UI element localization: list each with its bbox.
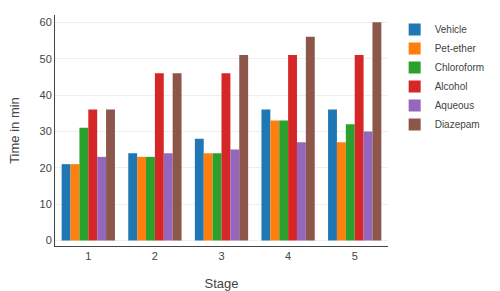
- svg-text:30: 30: [40, 125, 52, 137]
- svg-text:2: 2: [152, 250, 158, 262]
- svg-text:10: 10: [40, 198, 52, 210]
- svg-text:Time in min: Time in min: [7, 97, 22, 164]
- svg-text:Chloroform: Chloroform: [435, 62, 484, 73]
- svg-text:60: 60: [40, 16, 52, 28]
- svg-text:3: 3: [218, 250, 224, 262]
- svg-text:Pet-ether: Pet-ether: [435, 43, 477, 54]
- svg-text:20: 20: [40, 162, 52, 174]
- svg-text:Vehicle: Vehicle: [435, 24, 468, 35]
- svg-text:Aqueous: Aqueous: [435, 100, 474, 111]
- svg-text:5: 5: [352, 250, 358, 262]
- svg-text:40: 40: [40, 89, 52, 101]
- svg-text:Stage: Stage: [205, 276, 239, 291]
- svg-text:0: 0: [46, 234, 52, 246]
- svg-text:Alcohol: Alcohol: [435, 81, 468, 92]
- svg-text:50: 50: [40, 53, 52, 65]
- svg-text:Diazepam: Diazepam: [435, 119, 480, 130]
- svg-text:1: 1: [85, 250, 91, 262]
- svg-text:4: 4: [285, 250, 291, 262]
